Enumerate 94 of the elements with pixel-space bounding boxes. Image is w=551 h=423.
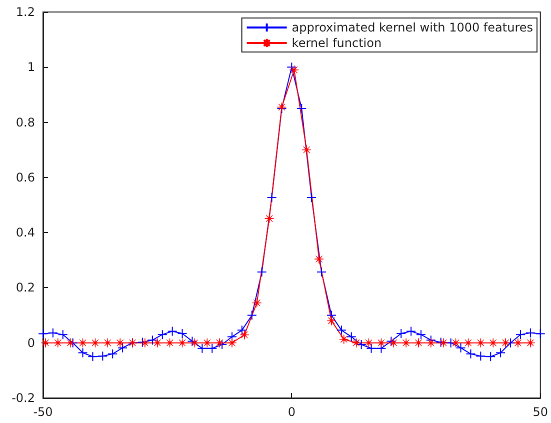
point <box>476 351 486 362</box>
point <box>306 192 317 203</box>
point <box>339 334 349 344</box>
point <box>289 65 299 75</box>
point <box>202 338 212 348</box>
point <box>296 104 307 114</box>
point <box>108 348 118 359</box>
point <box>386 336 396 346</box>
point <box>286 62 297 72</box>
point <box>352 338 362 348</box>
point <box>38 328 48 339</box>
point <box>513 338 523 348</box>
point <box>118 342 128 353</box>
point <box>256 267 267 277</box>
point <box>147 335 158 346</box>
point <box>388 338 398 348</box>
x-tick-label: -50 <box>33 405 53 419</box>
y-tick-label: -0.2 <box>12 391 35 405</box>
y-tick-label: 0.2 <box>16 280 35 295</box>
x-tick-label: 0 <box>288 405 296 419</box>
point <box>535 328 546 339</box>
point <box>40 338 50 348</box>
point <box>66 338 76 348</box>
point <box>157 330 168 340</box>
point <box>236 325 247 336</box>
point <box>252 298 262 308</box>
point <box>486 352 496 362</box>
y-tick-label: 0.8 <box>16 115 35 130</box>
point <box>416 330 426 340</box>
point <box>102 338 112 348</box>
point <box>165 338 175 348</box>
point <box>88 352 98 362</box>
y-tick-label: 0.4 <box>16 226 35 240</box>
point <box>264 214 274 224</box>
y-tick-label: 1 <box>27 60 35 74</box>
point <box>140 338 150 348</box>
legend-label: kernel function <box>292 36 382 50</box>
point <box>456 342 466 353</box>
point <box>58 330 68 340</box>
y-tick-label: 1.2 <box>16 5 35 19</box>
point <box>190 338 200 348</box>
point <box>451 338 461 348</box>
point <box>488 338 498 348</box>
point <box>401 338 411 348</box>
point <box>525 328 536 338</box>
point <box>53 338 63 348</box>
point <box>466 348 476 359</box>
point <box>178 338 188 348</box>
point <box>406 326 416 336</box>
point <box>207 343 218 354</box>
point <box>376 338 386 348</box>
point <box>217 340 228 350</box>
point <box>316 267 327 277</box>
point <box>177 328 188 338</box>
legend-label: approximated kernel with 1000 features <box>292 20 534 34</box>
point <box>366 343 376 354</box>
point <box>376 343 386 354</box>
point <box>496 348 506 358</box>
point <box>346 332 356 342</box>
point <box>137 337 148 348</box>
point <box>98 351 108 362</box>
point <box>266 192 277 203</box>
point <box>515 330 526 340</box>
point <box>436 337 446 348</box>
point <box>48 328 58 338</box>
point <box>463 338 473 348</box>
point <box>426 338 436 348</box>
point <box>240 330 250 340</box>
point <box>500 338 510 348</box>
point <box>364 338 374 348</box>
y-tick-label: 0.6 <box>16 170 35 184</box>
point <box>246 310 257 320</box>
point <box>326 316 336 326</box>
point <box>438 338 448 348</box>
point <box>187 336 198 346</box>
x-tick-label: 50 <box>532 405 548 419</box>
point <box>78 348 88 358</box>
point <box>197 343 208 354</box>
point <box>152 338 162 348</box>
point <box>214 338 224 348</box>
point <box>396 328 406 338</box>
point <box>302 145 312 155</box>
point <box>314 254 324 264</box>
point <box>115 338 125 348</box>
point <box>78 338 88 348</box>
point <box>167 326 178 336</box>
point <box>356 340 366 350</box>
point <box>90 338 100 348</box>
point <box>526 338 536 348</box>
point <box>336 325 346 336</box>
y-tick-label: 0 <box>27 336 35 350</box>
point <box>414 338 424 348</box>
point <box>227 338 237 348</box>
point <box>476 338 486 348</box>
